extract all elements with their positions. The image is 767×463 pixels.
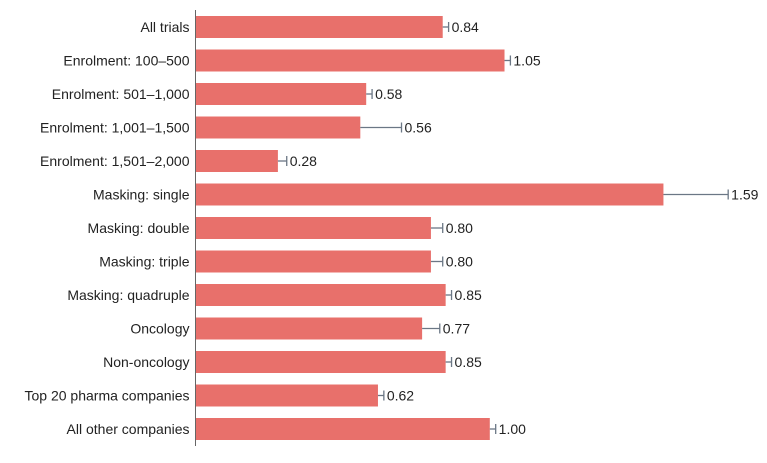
value-label: 0.62 [387,388,414,404]
bars-group: All trials 0.84 Enrolment: 100–500 1.05 Enro… [25,16,759,440]
category-label: Oncology [130,321,189,337]
category-label: Masking: double [88,220,190,236]
value-label: 0.77 [443,321,470,337]
bar [195,384,378,407]
bar [195,49,505,72]
category-label: Enrolment: 1,001–1,500 [40,120,190,136]
bar [195,183,664,206]
value-label: 0.58 [375,86,402,102]
category-label: Masking: quadruple [67,287,189,303]
bar [195,16,443,38]
bar [195,317,423,340]
bar [195,351,446,373]
bar [195,250,431,273]
value-label: 1.00 [499,421,526,437]
bar [195,116,361,139]
category-label: Non-oncology [103,354,189,370]
value-label: 0.80 [446,254,473,270]
value-label: 0.85 [455,287,482,303]
category-label: Enrolment: 501–1,000 [52,86,190,102]
bar [195,150,278,172]
value-label: 1.59 [731,187,758,203]
bar [195,83,367,105]
value-label: 0.56 [405,120,432,136]
category-label: Masking: triple [99,254,189,270]
category-label: Masking: single [93,187,190,203]
value-label: 0.84 [452,19,479,35]
category-label: Enrolment: 100–500 [63,53,189,69]
value-label: 1.05 [513,53,540,69]
bar [195,217,431,239]
category-label: Top 20 pharma companies [25,388,190,404]
bar [195,418,490,440]
category-label: All trials [140,19,189,35]
bar [195,284,446,306]
category-label: All other companies [67,421,190,437]
value-label: 0.80 [446,220,473,236]
category-label: Enrolment: 1,501–2,000 [40,153,190,169]
value-label: 0.28 [290,153,317,169]
value-label: 0.85 [455,354,482,370]
